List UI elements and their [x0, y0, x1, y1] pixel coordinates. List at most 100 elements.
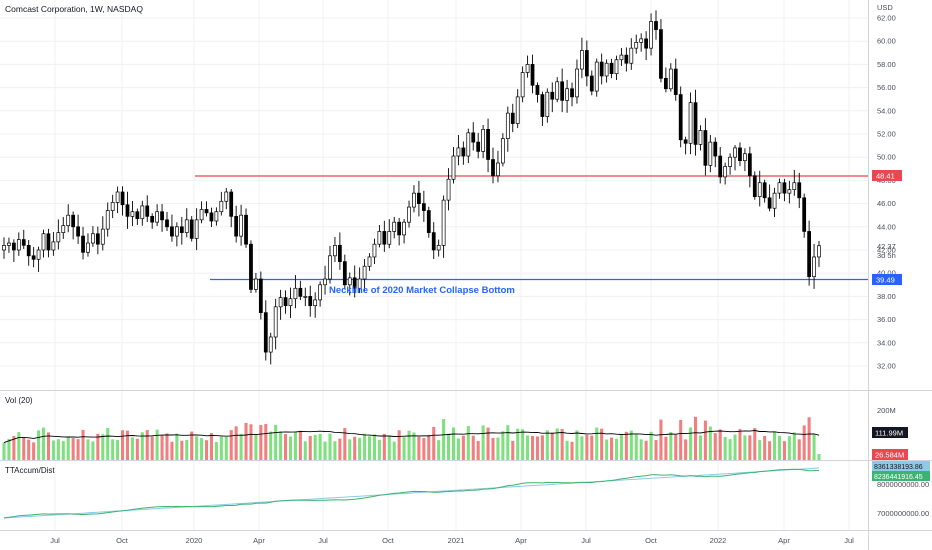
volume-bar: [219, 436, 223, 460]
candle: [407, 206, 411, 223]
candle: [466, 132, 471, 157]
volume-bar: [214, 441, 218, 460]
candle: [629, 47, 634, 64]
volume-bar: [338, 438, 342, 460]
volume-bar: [313, 434, 317, 460]
time-tick-label: Oct: [116, 536, 129, 545]
candle: [150, 216, 155, 223]
candle: [540, 94, 545, 117]
volume-bar: [269, 431, 273, 460]
volume-bar: [37, 430, 41, 460]
neckline-annotation[interactable]: Neckline of 2020 Market Collapse Bottom: [329, 285, 515, 296]
volume-bar: [792, 432, 796, 460]
volume-bar: [777, 435, 782, 460]
support-price-badge: 39.49: [872, 274, 902, 285]
volume-bar: [140, 432, 144, 460]
volume-bar: [768, 441, 772, 460]
volume-bar: [689, 427, 693, 460]
time-tick-label: Oct: [645, 536, 658, 545]
volume-bar: [204, 440, 209, 460]
candle: [649, 21, 653, 49]
candle: [565, 88, 569, 101]
candle: [599, 61, 604, 77]
volume-bar: [669, 432, 673, 460]
volume-bar: [160, 435, 164, 460]
accum-axis-top: 8000000000.00: [877, 480, 929, 489]
volume-bar: [773, 432, 777, 460]
candle: [609, 62, 614, 75]
volume-bar: [76, 439, 80, 460]
candle: [125, 204, 130, 217]
candle: [2, 245, 6, 251]
volume-bar: [56, 439, 60, 460]
volume-bar: [580, 436, 584, 460]
candle: [634, 42, 639, 49]
candle: [209, 212, 214, 222]
volume-bar: [619, 434, 623, 460]
candle: [481, 129, 486, 152]
candle: [525, 64, 530, 73]
candle: [520, 72, 525, 98]
time-tick-label: Apr: [515, 536, 527, 545]
volume-bar: [718, 429, 722, 460]
volume-bar: [447, 433, 451, 460]
candle: [723, 166, 728, 178]
volume-ma: [3, 430, 820, 444]
candle: [560, 81, 565, 101]
svg-text:8236441916.45: 8236441916.45: [874, 474, 923, 481]
volume-axis-label: 200M: [877, 406, 896, 415]
time-axis[interactable]: Jul Oct 2020 Apr Jul Oct 2021 Apr Jul Oct 2022 Apr J…: [50, 536, 854, 545]
volume-bar: [318, 433, 322, 460]
candle: [303, 296, 308, 298]
volume-bar: [743, 435, 747, 460]
volume-bar: [372, 434, 376, 460]
time-tick-label: 2021: [448, 536, 465, 545]
candle: [179, 226, 184, 233]
candle: [505, 112, 510, 139]
volume-bar: [254, 434, 258, 460]
accum-dist-lines: [3, 467, 820, 519]
candle: [535, 84, 540, 95]
candle: [288, 298, 293, 307]
volume-bar: [491, 437, 495, 460]
candle: [105, 210, 110, 230]
candle: [61, 225, 66, 233]
candle: [486, 129, 490, 160]
candlestick-series: [2, 10, 821, 365]
volume-bar: [649, 431, 653, 460]
price-tick-label: 36.00: [877, 315, 896, 324]
price-tick-label: 50.00: [877, 153, 896, 162]
volume-bar: [7, 438, 11, 460]
price-tick-label: 58.00: [877, 60, 896, 69]
volume-bar: [590, 435, 594, 460]
volume-bar: [259, 425, 263, 460]
candle: [550, 91, 555, 100]
volume-bar: [575, 430, 579, 460]
volume-bar: [145, 430, 149, 460]
volume-bar: [279, 431, 283, 460]
candle: [436, 245, 441, 251]
candle: [604, 62, 609, 77]
volume-bar: [639, 439, 643, 460]
candle: [421, 203, 426, 211]
volume-bar: [698, 435, 702, 460]
price-axis[interactable]: 62.0060.0058.0056.0054.0052.0050.0048.00…: [877, 14, 896, 371]
candle: [16, 239, 21, 251]
volume-bar: [526, 435, 530, 460]
volume-bar: [353, 436, 357, 460]
candle: [7, 242, 11, 246]
time-tick-label: Jul: [844, 536, 854, 545]
candle: [797, 182, 802, 199]
volume-bar: [545, 430, 549, 460]
candle: [496, 162, 500, 177]
volume-bar: [560, 428, 564, 460]
candle: [174, 226, 179, 237]
candle: [130, 211, 135, 217]
candle: [510, 112, 515, 124]
candle: [31, 255, 36, 260]
volume-bar: [81, 429, 85, 460]
volume-bar: [185, 440, 189, 460]
candle: [318, 284, 323, 301]
candle: [263, 312, 268, 353]
volume-bar: [150, 436, 154, 460]
